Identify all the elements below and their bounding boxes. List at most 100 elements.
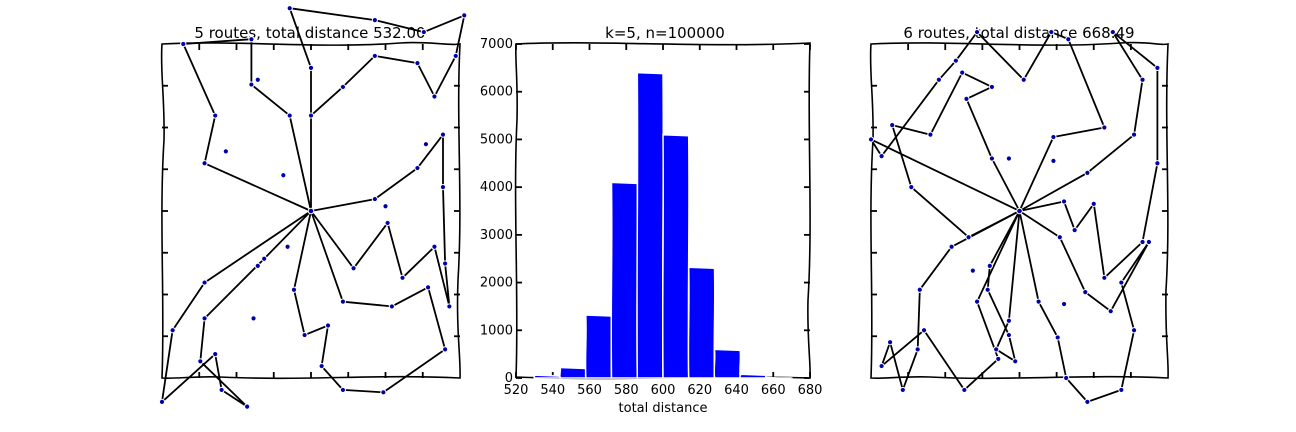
left-plot-frame <box>160 41 461 380</box>
route-stop <box>908 184 915 191</box>
histogram-bar <box>687 266 716 379</box>
y-tick-label: 7000 <box>480 37 513 52</box>
route-stop <box>284 243 291 250</box>
route-stop <box>1139 238 1146 246</box>
route-stop <box>961 386 968 394</box>
route-stop <box>1118 279 1125 286</box>
route-stop <box>984 286 991 293</box>
route-stop <box>280 172 287 179</box>
route-stop <box>414 59 421 67</box>
route-stop <box>1065 36 1072 43</box>
route-stop <box>324 322 332 329</box>
route-stop <box>1084 398 1091 405</box>
route-stop <box>452 52 459 60</box>
route-stop <box>248 36 255 43</box>
route-stop <box>1005 155 1012 162</box>
route-stop <box>431 93 438 100</box>
route-stop <box>424 284 432 291</box>
histogram-bar <box>584 314 613 379</box>
route-stop <box>244 403 251 410</box>
route-stop <box>446 303 453 310</box>
route-stop <box>318 362 325 370</box>
route-stop <box>384 219 391 227</box>
route-stop <box>371 195 378 203</box>
histogram-bar <box>610 181 639 379</box>
x-tick-label: 620 <box>687 383 712 398</box>
route-stop <box>399 274 406 281</box>
histogram-bar <box>636 71 665 379</box>
route-stop <box>218 386 225 394</box>
route-stop <box>371 52 378 60</box>
route-stop <box>916 286 923 293</box>
left-route-plot: 5 routes, total distance 532.00 <box>158 5 468 410</box>
route-stop <box>388 303 395 310</box>
route-stop <box>1130 327 1138 334</box>
x-tick-label: 680 <box>798 383 823 398</box>
route-stop <box>927 131 934 138</box>
route-line-1 <box>880 210 1021 391</box>
route-stop <box>1101 274 1108 281</box>
route-stop <box>290 286 298 293</box>
left-plot-ticks <box>162 44 460 378</box>
route-stop <box>1063 374 1070 382</box>
y-tick-label: 6000 <box>480 85 513 100</box>
route-stop <box>201 160 208 167</box>
right-plot-frame <box>869 41 1169 380</box>
route-stop <box>1101 124 1108 131</box>
route-stop <box>1060 300 1068 308</box>
route-stop <box>380 389 387 396</box>
route-stop <box>301 331 308 339</box>
route-stop <box>439 131 447 138</box>
route-stop <box>254 76 261 83</box>
route-stop <box>286 112 293 119</box>
route-stop <box>886 339 894 346</box>
route-stop <box>920 327 928 334</box>
histogram-plot: k=5, n=100000 520 540 560 580 600 620 640 660 68… <box>480 24 823 416</box>
histogram-title: k=5, n=100000 <box>605 24 725 42</box>
route-line-1 <box>182 38 312 212</box>
histogram-bar <box>532 374 562 379</box>
route-stop <box>1109 28 1116 36</box>
route-stop <box>1060 198 1068 205</box>
route-stop <box>988 155 996 162</box>
right-routes <box>870 31 1159 403</box>
route-stop <box>948 243 955 250</box>
right-plot-title: 6 routes, total distance 668.49 <box>903 24 1134 42</box>
route-stop <box>867 136 875 143</box>
route-stop <box>201 315 208 322</box>
route-stop <box>1084 169 1091 176</box>
route-stop <box>382 203 389 210</box>
route-line-3 <box>310 133 451 308</box>
route-line-3 <box>1019 31 1159 279</box>
route-stop <box>1050 133 1057 141</box>
route-stop <box>339 298 347 305</box>
depot-point <box>1016 207 1023 215</box>
route-stop <box>973 298 981 305</box>
route-stop <box>889 122 896 129</box>
route-stop <box>212 112 219 119</box>
histogram-bar <box>559 366 587 379</box>
histogram-bar <box>738 373 768 379</box>
route-stop <box>261 255 268 262</box>
route-stop <box>993 346 1000 353</box>
y-tick-label: 1000 <box>480 323 513 338</box>
route-stop <box>197 358 204 365</box>
route-stop <box>988 83 996 91</box>
route-stop <box>969 267 976 274</box>
route-line-6 <box>870 31 1106 212</box>
route-stop <box>250 315 257 322</box>
histogram-bar <box>661 133 690 379</box>
route-stop <box>1050 157 1057 164</box>
histogram-x-axis-label: total distance <box>619 401 708 416</box>
route-stop <box>254 262 261 269</box>
left-stops <box>158 5 468 410</box>
route-line-2 <box>891 71 1021 239</box>
right-route-plot: 6 routes, total distance 668.49 <box>867 24 1169 405</box>
route-stop <box>180 40 187 48</box>
y-tick-label: 3000 <box>480 228 513 243</box>
x-tick-label: 580 <box>614 383 639 398</box>
route-stop <box>1139 76 1146 83</box>
route-stop <box>1005 331 1012 339</box>
route-stop <box>1090 200 1097 207</box>
